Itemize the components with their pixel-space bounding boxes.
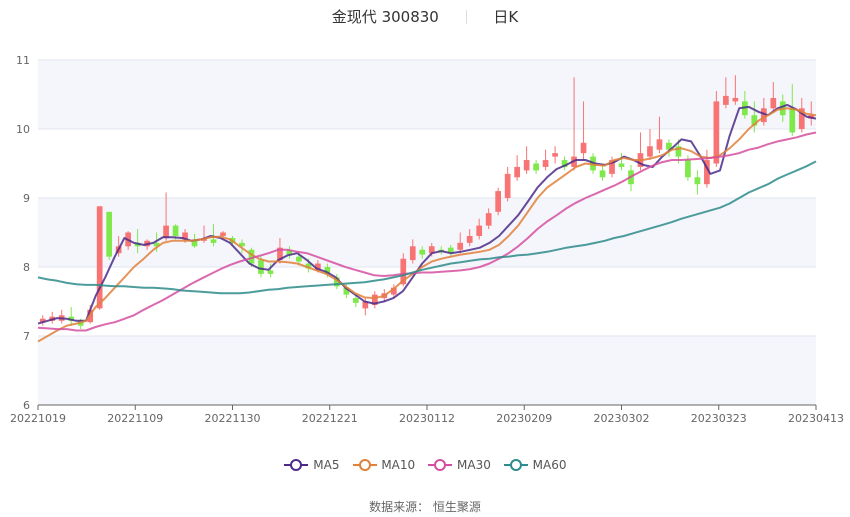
y-tick-label: 11 <box>16 54 30 67</box>
y-tick-label: 6 <box>23 399 30 412</box>
legend-item-ma5[interactable]: MA5 <box>283 458 340 472</box>
y-tick-label: 9 <box>23 192 30 205</box>
title-divider <box>465 10 467 24</box>
legend-marker-icon <box>503 459 528 471</box>
legend-label: MA60 <box>532 458 567 472</box>
legend-label: MA10 <box>381 458 416 472</box>
x-tick-label: 20221130 <box>205 412 261 425</box>
x-tick-label: 20221109 <box>107 412 163 425</box>
legend-marker-icon <box>284 459 309 471</box>
y-tick-label: 10 <box>16 123 30 136</box>
legend-label: MA30 <box>457 458 491 472</box>
y-tick-label: 7 <box>23 330 30 343</box>
legend-item-ma60[interactable]: MA60 <box>503 458 567 472</box>
legend-marker-icon <box>428 459 453 471</box>
x-tick-label: 20230112 <box>399 412 455 425</box>
moving-average-lines <box>37 103 817 343</box>
stock-code: 300830 <box>381 8 439 26</box>
period-label[interactable]: 日K <box>493 8 519 26</box>
legend-marker-icon <box>352 459 377 471</box>
chart-title: 金现代 300830 日K <box>0 6 850 27</box>
x-tick-label: 20221019 <box>10 412 66 425</box>
x-tick-label: 20230413 <box>788 412 844 425</box>
x-tick-label: 20230302 <box>594 412 650 425</box>
x-tick-label: 20230209 <box>496 412 552 425</box>
y-axis: 6 7 8 9 10 11 <box>16 54 30 412</box>
legend-item-ma10[interactable]: MA10 <box>352 458 416 472</box>
grid-lines <box>38 59 816 337</box>
candlestick-chart[interactable]: 6 7 8 9 10 11 20221019 20221109 20221130 2022122… <box>0 0 850 440</box>
legend-label: MA5 <box>313 458 340 472</box>
data-source: 数据来源： 恒生聚源 <box>0 498 850 515</box>
source-name: 恒生聚源 <box>432 500 481 514</box>
y-tick-label: 8 <box>23 261 30 274</box>
x-tick-label: 20230323 <box>691 412 747 425</box>
chart-legend: MA5 MA10 MA30 MA60 <box>0 458 850 472</box>
plot-background <box>38 60 816 405</box>
stock-name: 金现代 <box>331 8 377 26</box>
source-label: 数据来源： <box>369 500 430 514</box>
legend-item-ma30[interactable]: MA30 <box>427 458 491 472</box>
x-tick-label: 20221221 <box>302 412 358 425</box>
x-axis: 20221019 20221109 20221130 20221221 20230112… <box>10 404 844 425</box>
